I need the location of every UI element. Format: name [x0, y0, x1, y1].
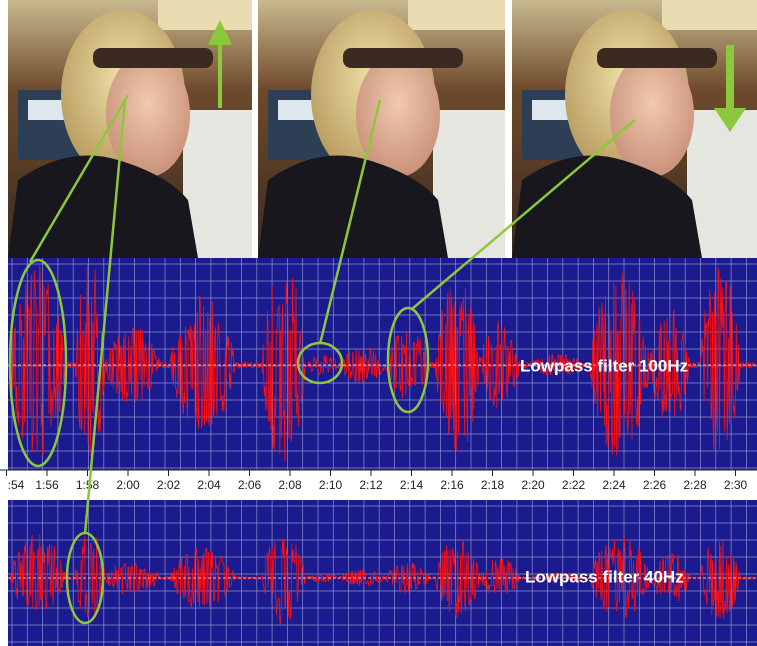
panel-label: Lowpass filter 40Hz	[525, 567, 684, 586]
tick-label: 2:28	[683, 478, 707, 492]
tick-label: 2:22	[562, 478, 586, 492]
tick-label: 2:16	[440, 478, 464, 492]
tick-label: 2:24	[602, 478, 626, 492]
tick-label: 2:26	[643, 478, 667, 492]
tick-label: 2:00	[116, 478, 140, 492]
tick-label: 2:08	[278, 478, 302, 492]
tick-label: :54	[8, 478, 25, 492]
panel-label: Lowpass filter 100Hz	[520, 356, 688, 375]
tick-label: 2:12	[359, 478, 383, 492]
tick-label: 2:18	[481, 478, 505, 492]
tick-label: 2:02	[157, 478, 181, 492]
tick-label: 2:06	[238, 478, 262, 492]
tick-label: 2:14	[400, 478, 424, 492]
tick-label: 2:20	[521, 478, 545, 492]
tick-label: 2:04	[197, 478, 221, 492]
tick-label: 2:10	[319, 478, 343, 492]
figure: :54 1:56 1:58 2:00 2:02 2:04 2:06 2:08 2:10 2:12 2…	[0, 0, 757, 646]
tick-label: 2:30	[724, 478, 748, 492]
tick-label: 1:56	[35, 478, 59, 492]
tick-label: 1:58	[76, 478, 100, 492]
